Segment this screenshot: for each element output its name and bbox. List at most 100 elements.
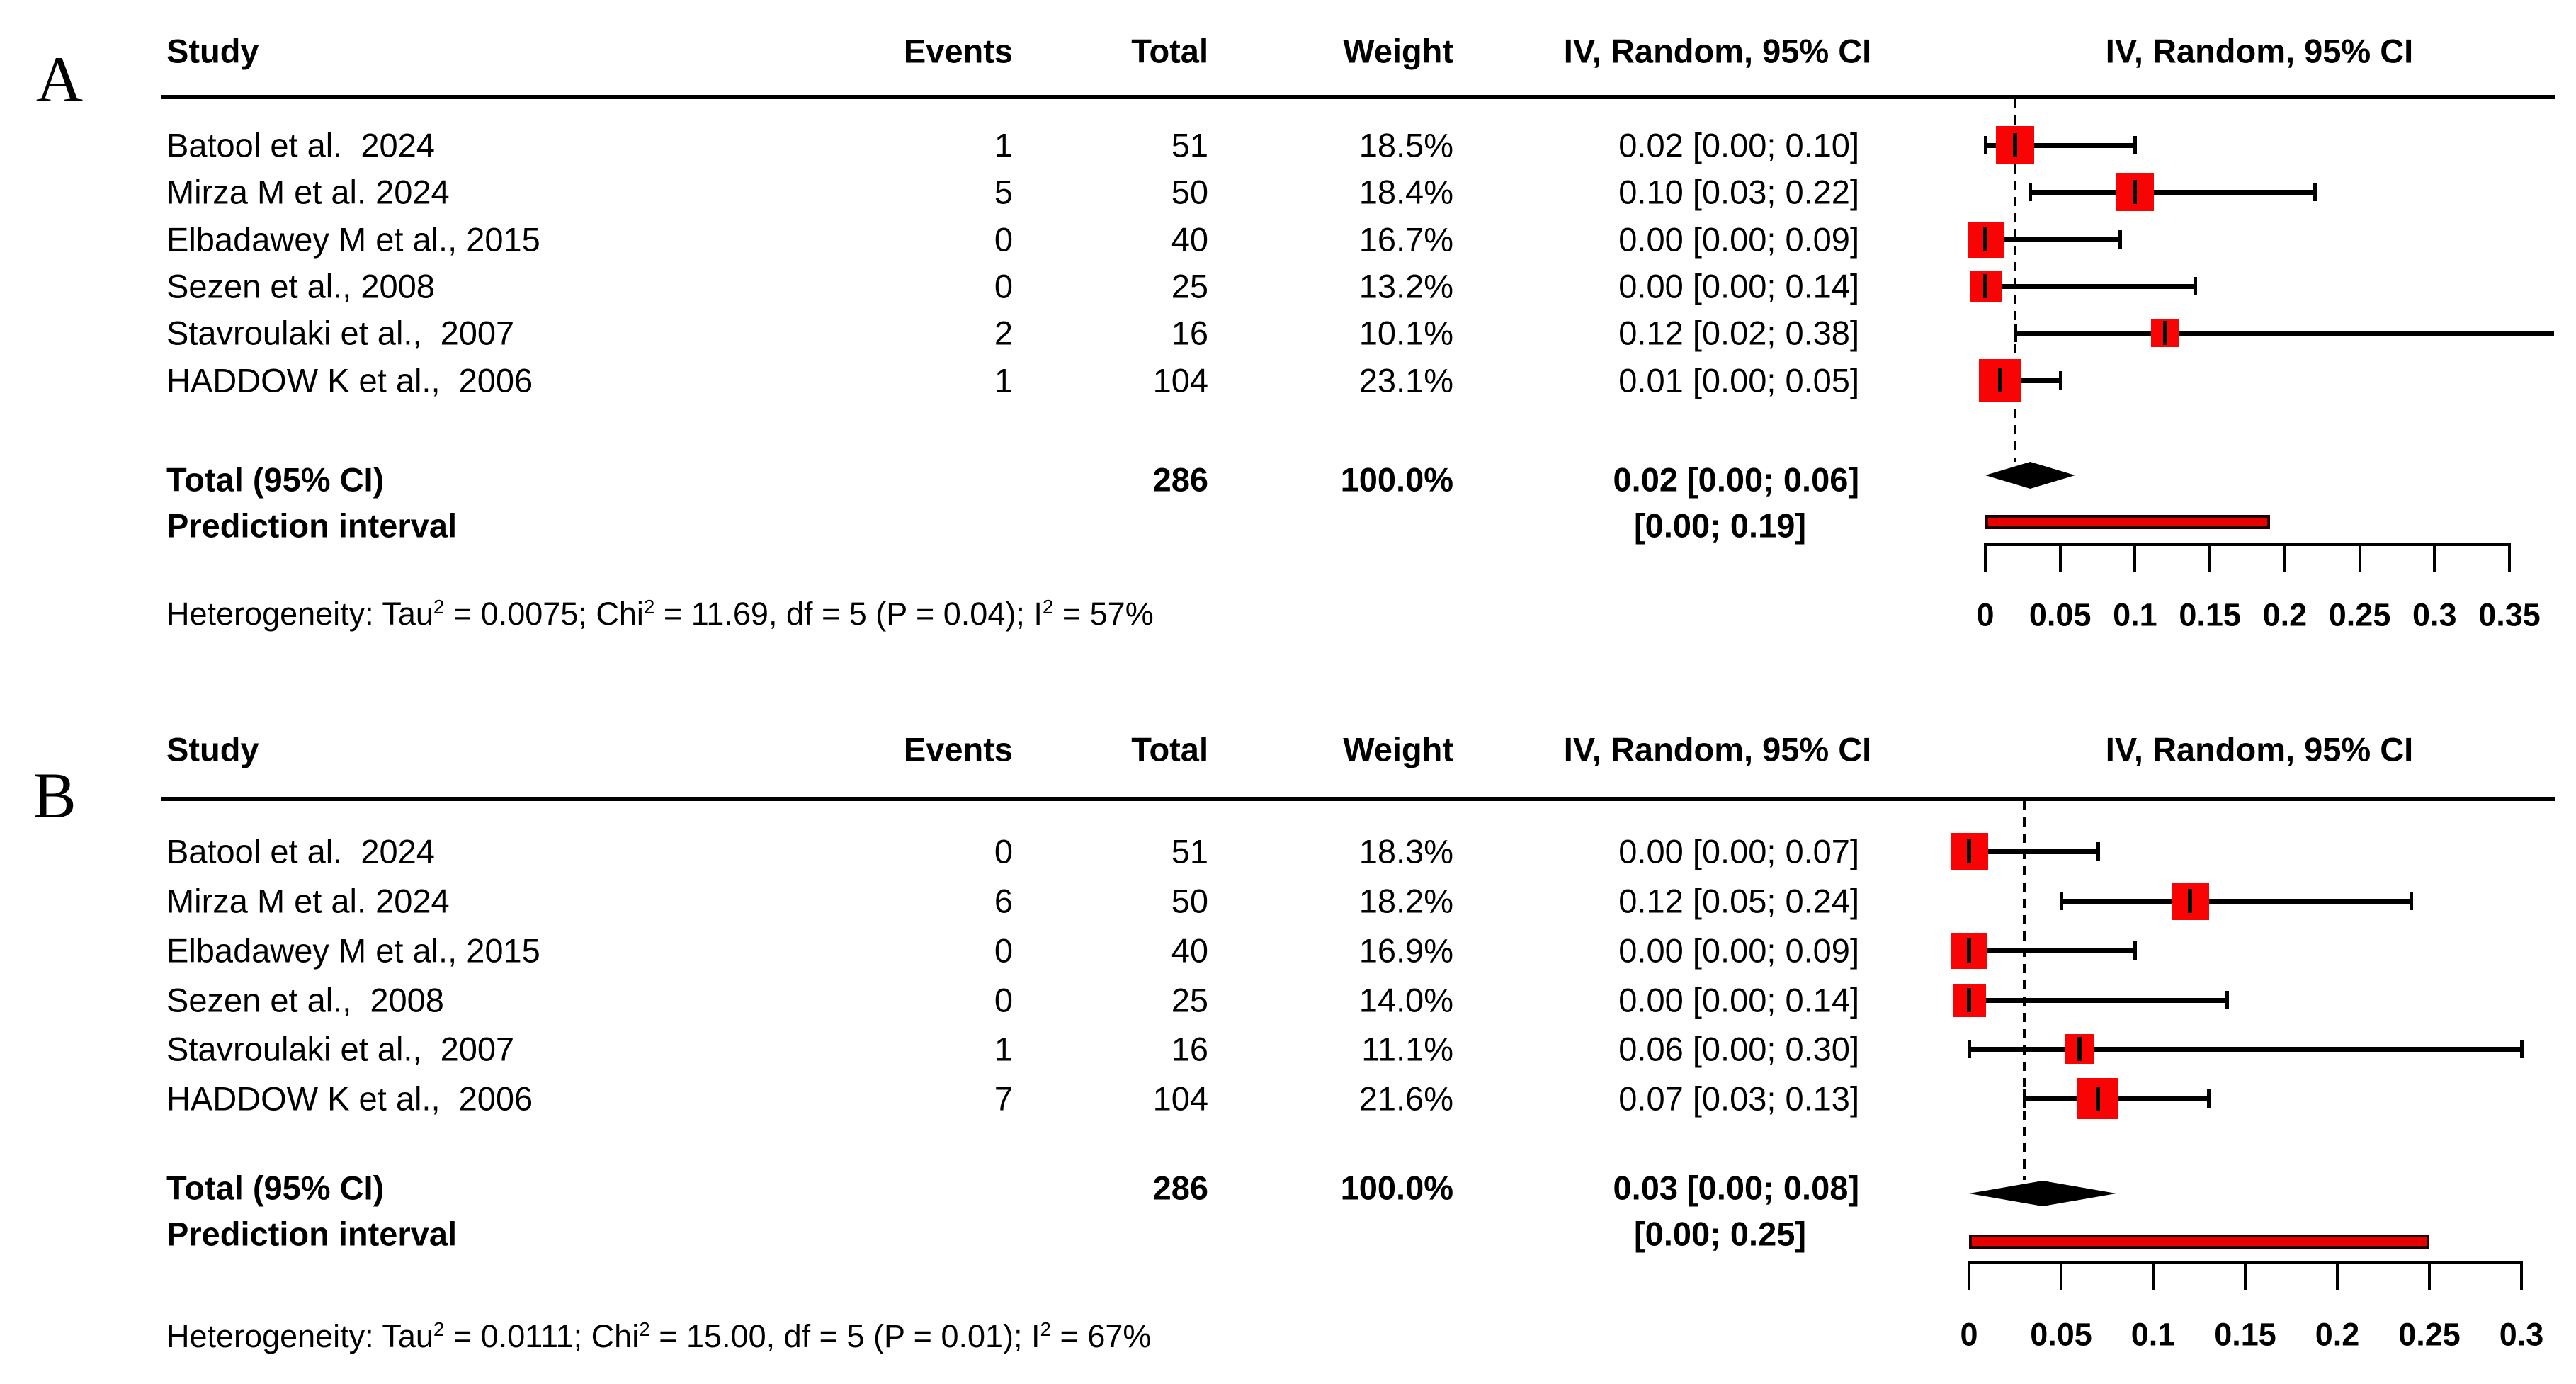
ci-line: [1985, 284, 2195, 289]
column-header-events: Events: [903, 32, 1013, 70]
total-value: 104: [1152, 361, 1208, 399]
study-name: Stavroulaki et al., 2007: [166, 314, 515, 352]
ci-line: [2030, 190, 2315, 195]
weight-value: 23.1%: [1358, 361, 1453, 399]
study-name: HADDOW K et al., 2006: [166, 361, 533, 399]
effect-value: 0.07 [0.03; 0.13]: [1618, 1079, 1859, 1118]
events-value: 5: [994, 173, 1013, 211]
column-header-plot: IV, Random, 95% CI: [2105, 32, 2414, 70]
ci-cap-low: [1984, 136, 1987, 154]
events-value: 2: [994, 314, 1013, 352]
axis-tick: [2060, 1262, 2062, 1290]
study-name: Mirza M et al. 2024: [166, 882, 450, 920]
study-name: Stavroulaki et al., 2007: [166, 1030, 515, 1068]
weight-value: 18.4%: [1358, 173, 1453, 211]
ci-cap-high: [2313, 183, 2317, 201]
total-value: 50: [1171, 173, 1208, 211]
axis-tick: [2283, 544, 2286, 572]
axis-tick-label: 0.1: [2113, 596, 2157, 633]
total-row-total: 286: [1152, 460, 1208, 499]
prediction-row-effect: [0.00; 0.25]: [1634, 1215, 1806, 1253]
total-value: 40: [1171, 220, 1208, 259]
superscript-2: 2: [433, 1318, 445, 1340]
ci-cap-high: [2520, 1040, 2524, 1058]
column-header-plot: IV, Random, 95% CI: [2105, 730, 2414, 768]
axis-tick-label: 0.35: [2478, 596, 2541, 633]
superscript-2: 2: [1042, 596, 1054, 618]
column-header-events: Events: [903, 730, 1013, 768]
weight-value: 18.5%: [1358, 126, 1453, 164]
axis-tick: [1984, 544, 1987, 572]
estimate-tick: [1983, 227, 1987, 251]
effect-value: 0.00 [0.00; 0.09]: [1618, 931, 1859, 970]
prediction-row-label: Prediction interval: [166, 506, 458, 545]
events-value: 0: [994, 981, 1013, 1019]
axis-tick: [2208, 544, 2212, 572]
effect-value: 0.00 [0.00; 0.07]: [1618, 832, 1859, 870]
effect-value: 0.06 [0.00; 0.30]: [1618, 1030, 1859, 1068]
study-name: Batool et al. 2024: [166, 126, 435, 164]
events-value: 6: [994, 882, 1013, 920]
events-value: 0: [994, 267, 1013, 305]
axis-tick-label: 0.25: [2328, 596, 2391, 633]
weight-value: 16.9%: [1358, 931, 1453, 970]
header-rule: [161, 95, 2555, 99]
total-row-label: Total (95% CI): [166, 460, 385, 499]
panel-label: A: [35, 43, 84, 115]
superscript-2: 2: [1040, 1318, 1052, 1340]
ci-cap-high: [2133, 941, 2137, 960]
ci-line: [1969, 948, 2135, 953]
ci-cap-high: [2096, 842, 2100, 861]
ci-line: [2015, 331, 2554, 336]
estimate-tick: [1967, 839, 1971, 863]
axis-tick: [2428, 1262, 2431, 1290]
total-value: 16: [1171, 314, 1208, 352]
effect-value: 0.12 [0.05; 0.24]: [1618, 882, 1859, 920]
study-name: Batool et al. 2024: [166, 832, 435, 870]
effect-value: 0.00 [0.00; 0.09]: [1618, 220, 1859, 259]
estimate-tick: [1967, 988, 1971, 1012]
total-value: 50: [1171, 882, 1208, 920]
pooled-dashed-line: [2014, 99, 2017, 462]
superscript-2: 2: [643, 596, 655, 618]
prediction-interval-bar: [1985, 515, 2270, 529]
axis-tick: [2336, 1262, 2339, 1290]
estimate-tick: [2077, 1037, 2082, 1061]
ci-line: [1969, 1047, 2521, 1052]
ci-cap-high: [2207, 1089, 2211, 1108]
study-name: Elbadawey M et al., 2015: [166, 931, 540, 970]
estimate-tick: [2188, 889, 2192, 913]
study-name: Sezen et al., 2008: [166, 981, 444, 1019]
axis-tick-label: 0.05: [2029, 596, 2092, 633]
events-value: 1: [994, 361, 1013, 399]
total-value: 25: [1171, 981, 1208, 1019]
weight-value: 10.1%: [1358, 314, 1453, 352]
estimate-tick: [1983, 274, 1987, 298]
ci-line: [1985, 237, 2121, 242]
total-value: 51: [1171, 126, 1208, 164]
axis-tick-label: 0.05: [2030, 1316, 2092, 1353]
events-value: 0: [994, 931, 1013, 970]
axis-tick-label: 0.3: [2412, 596, 2457, 633]
study-name: Sezen et al., 2008: [166, 267, 435, 305]
pooled-diamond: [1985, 462, 2075, 489]
total-row-weight: 100.0%: [1340, 460, 1453, 499]
weight-value: 21.6%: [1358, 1079, 1453, 1118]
events-value: 0: [994, 220, 1013, 259]
axis-tick-label: 0.1: [2130, 1316, 2176, 1353]
axis-tick: [2433, 544, 2436, 572]
axis-tick-label: 0.3: [2499, 1316, 2544, 1353]
effect-value: 0.00 [0.00; 0.14]: [1618, 981, 1859, 1019]
superscript-2: 2: [433, 596, 445, 618]
estimate-tick: [2013, 133, 2018, 157]
axis-tick-label: 0.2: [2262, 596, 2308, 633]
effect-value: 0.01 [0.00; 0.05]: [1618, 361, 1859, 399]
events-value: 0: [994, 832, 1013, 870]
ci-cap-high: [2410, 892, 2413, 910]
ci-cap-low: [2014, 324, 2018, 342]
total-value: 51: [1171, 832, 1208, 870]
ci-cap-high: [2118, 230, 2123, 249]
total-value: 104: [1152, 1079, 1208, 1118]
weight-value: 11.1%: [1361, 1030, 1453, 1068]
total-value: 16: [1171, 1030, 1208, 1068]
